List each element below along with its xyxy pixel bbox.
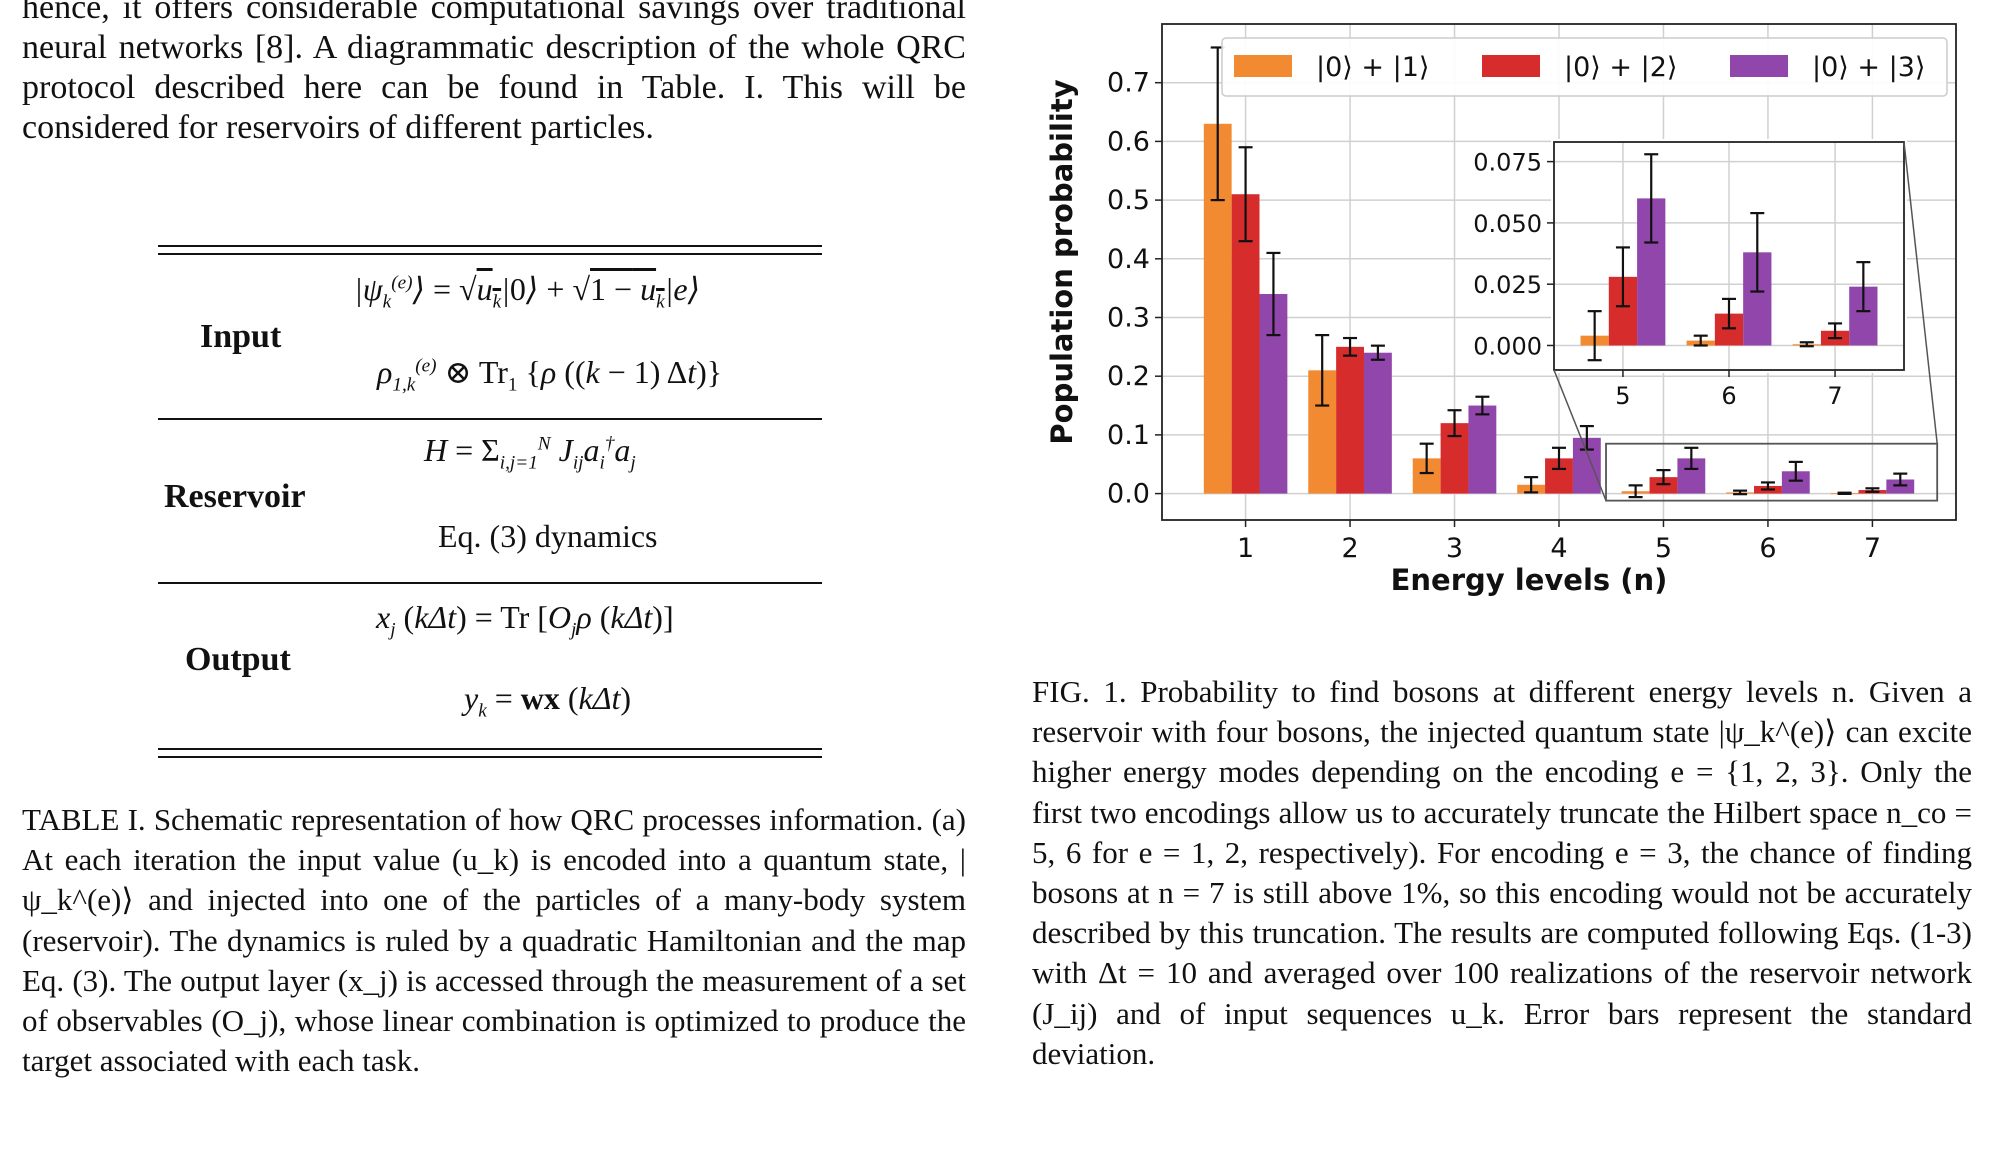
table-top-rule-1 [158,245,822,247]
table-top-rule-2 [158,253,822,255]
y-tick-label: 0.6 [1107,126,1150,157]
main-plot-frame [1161,23,1957,521]
x-tick-label: 5 [1655,533,1672,564]
legend-entry: |0⟩ + |3⟩ [1812,52,1925,83]
y-tick-label: 0.7 [1107,68,1150,99]
x-tick-label: 7 [1864,533,1881,564]
x-tick-label: 2 [1341,533,1358,564]
legend-swatch [1234,55,1292,77]
y-tick-label: 0.025 [1473,271,1542,299]
bar [1649,477,1678,494]
legend-swatch [1730,55,1788,77]
y-axis-label: Population probability [1045,79,1079,444]
bar [1336,346,1364,494]
equation-dynamics: Eq. (3) dynamics [438,518,658,554]
legend-entry: |0⟩ + |2⟩ [1564,52,1677,83]
bar [1886,479,1915,494]
main-plot: 0.0 0.1 0.2 0.3 0.4 0.5 0.6 0.7 1 2 3 4 5 6 7 [1107,23,1957,564]
bar [1468,405,1497,494]
row-label-output: Output [185,641,291,678]
row-label-reservoir: Reservoir [164,478,306,515]
table-rule-input [158,418,822,420]
table-bottom-rule-2 [158,756,822,758]
x-axis-label: Energy levels (n) [1391,563,1668,597]
y-tick-label: 0.5 [1107,185,1150,216]
table-rule-reservoir [158,582,822,584]
bar [1363,352,1392,494]
equation-hamiltonian: H = Σi,j=1N Jijai†aj [424,432,636,474]
inset-plot: 0.000 0.025 0.050 0.075 5 6 7 [1473,141,1905,410]
figure-caption: FIG. 1. Probability to find bosons at di… [1032,674,1972,1071]
x-tick-label: 1 [1237,533,1254,564]
inset-plot-frame [1553,141,1905,371]
x-tick-label: 6 [1759,533,1776,564]
legend: |0⟩ + |1⟩ |0⟩ + |2⟩ |0⟩ + |3⟩ [1221,37,1948,97]
table-caption: TABLE I. Schematic representation of how… [22,802,966,1079]
y-tick-label: 0.4 [1107,244,1150,275]
x-tick-label: 6 [1721,382,1736,410]
y-tick-label: 0.075 [1473,149,1542,177]
equation-output-x: xj (kΔt) = Tr [Ojρ (kΔt)] [376,599,674,641]
legend-entry: |0⟩ + |1⟩ [1316,52,1429,83]
y-tick-label: 0.1 [1107,420,1150,451]
y-tick-label: 0.3 [1107,302,1150,333]
y-tick-label: 0.2 [1107,361,1150,392]
table-bottom-rule-1 [158,748,822,750]
x-tick-label: 4 [1550,533,1567,564]
row-label-input: Input [200,318,282,355]
x-tick-label: 5 [1615,382,1630,410]
bar [1781,471,1810,494]
body-paragraph: hence, it offers considerable computatio… [22,0,966,146]
x-tick-label: 3 [1446,533,1463,564]
y-tick-label: 0.0 [1107,479,1150,510]
legend-swatch [1482,55,1540,77]
equation-output-y: yk = wx (kΔt) [464,680,632,722]
zoom-connector-left [1553,369,1607,501]
equation-input-density: ρ1,k(e) ⊗ Tr1 {ρ ((k − 1) Δt)} [377,354,723,396]
y-tick-label: 0.050 [1473,210,1542,238]
bar [1231,194,1260,494]
x-tick-label: 7 [1827,382,1842,410]
zoom-region-box [1605,442,1939,502]
equation-input-state: |ψk(e)⟩ = √uk|0⟩ + √1 − uk|e⟩ [354,271,701,313]
y-tick-label: 0.000 [1473,332,1542,360]
figure-1-chart: 0.0 0.1 0.2 0.3 0.4 0.5 0.6 0.7 1 2 3 4 5 6 7 Energy le… [1045,23,1957,597]
zoom-connector-right [1903,141,1938,444]
legend-box [1221,37,1948,97]
